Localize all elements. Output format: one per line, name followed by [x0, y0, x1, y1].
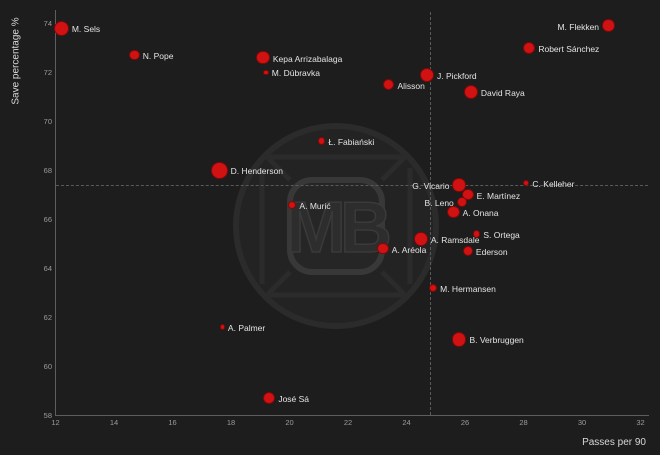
watermark-mb-text: MB [286, 188, 389, 268]
data-point-label: B. Verbruggen [469, 335, 524, 346]
x-tick-label: 30 [577, 418, 587, 427]
data-point [456, 196, 468, 208]
data-point-label: M. Hermansen [440, 283, 496, 294]
data-point [523, 179, 530, 186]
data-point [219, 324, 225, 330]
data-point [462, 246, 473, 257]
data-point [419, 67, 434, 82]
data-point [447, 205, 460, 219]
data-point-label: N. Pope [142, 51, 174, 62]
x-tick-label: 16 [168, 418, 177, 427]
data-point [523, 41, 536, 54]
data-point-label: Robert Sánchez [538, 43, 600, 54]
data-point-label: Alisson [397, 80, 425, 91]
data-point [263, 69, 269, 75]
y-tick-label: 60 [43, 361, 52, 371]
data-point [288, 200, 297, 209]
data-point-label: Ederson [475, 247, 508, 258]
data-point-label: D. Henderson [230, 166, 284, 177]
data-point [256, 50, 270, 65]
data-point-label: M. Dúbravka [271, 68, 320, 79]
data-point-label: A. Onana [462, 207, 499, 218]
y-tick-label: 68 [43, 165, 52, 175]
data-point-label: A. Ramsdale [430, 234, 480, 245]
data-point-label: C. Kelleher [532, 178, 575, 189]
data-point [451, 332, 467, 347]
y-tick-label: 70 [43, 116, 52, 126]
data-point-label: M. Sels [71, 24, 101, 35]
x-tick-label: 20 [285, 418, 294, 427]
data-point [211, 162, 228, 179]
data-point [262, 391, 276, 405]
x-axis-line [55, 415, 649, 416]
data-point [414, 232, 428, 246]
data-point-label: A. Palmer [227, 323, 266, 334]
watermark-badge [287, 177, 385, 275]
data-point-label: G. Vicario [412, 181, 450, 191]
data-point-label: Ł. Fabiański [328, 136, 375, 147]
data-point [377, 243, 389, 255]
data-point [473, 230, 481, 238]
data-point [463, 84, 478, 99]
y-tick-label: 72 [43, 67, 52, 77]
x-tick-label: 14 [109, 418, 119, 427]
y-tick-label: 62 [43, 312, 52, 322]
x-tick-label: 18 [226, 418, 236, 427]
data-point-label: J. Pickford [436, 70, 477, 81]
data-point [462, 189, 474, 201]
data-point-label: B. Leno [424, 198, 454, 209]
average-save-pct-dashed-line [55, 185, 648, 186]
data-point-label: A. Murić [299, 200, 331, 211]
x-tick-label: 26 [460, 418, 470, 427]
data-point [129, 49, 140, 61]
data-point [602, 19, 615, 33]
y-tick-label: 74 [43, 18, 52, 28]
data-point [317, 137, 326, 145]
y-tick-label: 64 [43, 263, 52, 273]
average-passes-dashed-line [429, 12, 431, 415]
data-point-label: S. Ortega [483, 230, 520, 240]
data-point-label: David Raya [480, 87, 525, 98]
data-point [383, 79, 395, 91]
x-tick-label: 32 [636, 418, 645, 427]
data-point-label: M. Flekken [557, 21, 600, 32]
y-axis-title: Save percentage % [10, 17, 22, 105]
data-point [428, 283, 438, 293]
y-axis-line [55, 10, 56, 416]
data-point [452, 178, 466, 192]
y-tick-label: 58 [43, 410, 52, 420]
data-point-label: Kepa Arrizabalaga [272, 53, 343, 64]
y-tick-label: 66 [43, 214, 52, 224]
data-point-label: A. Aréola [391, 244, 427, 255]
x-tick-label: 22 [343, 418, 353, 427]
x-tick-label: 12 [51, 418, 60, 427]
x-tick-label: 24 [402, 418, 411, 427]
x-tick-label: 28 [519, 418, 528, 427]
data-point [53, 20, 69, 36]
data-point-label: José Sá [278, 394, 310, 405]
data-point-label: E. Martínez [476, 190, 521, 201]
x-axis-title: Passes per 90 [582, 437, 646, 448]
